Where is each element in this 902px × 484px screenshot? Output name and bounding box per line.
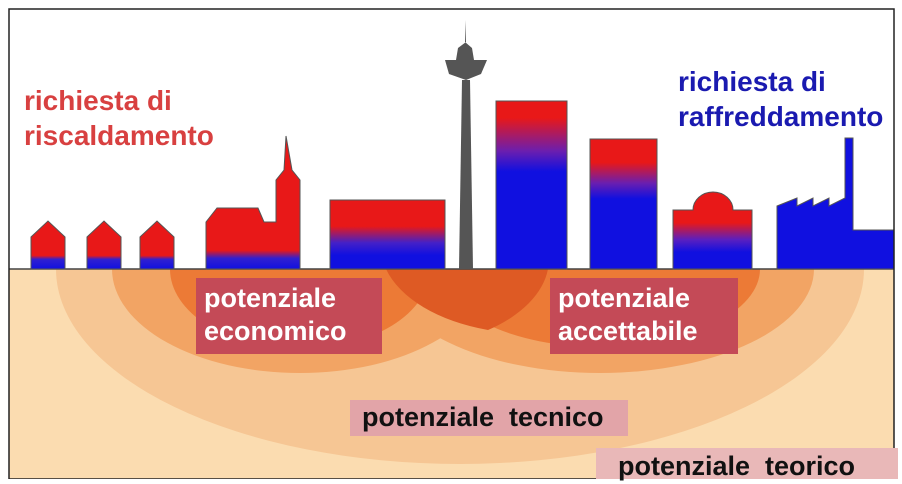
house-2 bbox=[86, 220, 122, 270]
frame-border bbox=[8, 8, 895, 479]
domed-building bbox=[672, 191, 753, 270]
tower-antenna bbox=[456, 20, 474, 60]
tower-head bbox=[445, 60, 487, 80]
acceptable-label-line-1: potenziale bbox=[558, 283, 691, 313]
factory bbox=[776, 137, 894, 270]
heating-demand-label: richiesta di riscaldamento bbox=[24, 83, 214, 153]
economic-label-line-1: potenziale bbox=[204, 283, 337, 313]
low-building bbox=[329, 199, 446, 270]
acceptable-label-line-2: accettabile bbox=[558, 316, 698, 346]
tall-building bbox=[495, 100, 568, 270]
economic-label-line-2: economico bbox=[204, 316, 347, 346]
cooling-label-line-1: richiesta di bbox=[678, 66, 826, 97]
heating-label-line-2: riscaldamento bbox=[24, 120, 214, 151]
economic-potential-label: potenziale economico bbox=[196, 278, 382, 354]
acceptable-potential-label: potenziale accettabile bbox=[550, 278, 738, 354]
house-3 bbox=[139, 220, 175, 270]
heating-label-line-1: richiesta di bbox=[24, 85, 172, 116]
technical-potential-label: potenziale tecnico bbox=[350, 400, 628, 436]
cooling-demand-label: richiesta di raffreddamento bbox=[678, 64, 883, 134]
overlap-zone bbox=[386, 269, 548, 330]
church bbox=[205, 135, 301, 270]
theoretical-potential-label: potenziale teorico bbox=[596, 448, 898, 481]
tower-shaft bbox=[459, 80, 473, 269]
cooling-label-line-2: raffreddamento bbox=[678, 101, 884, 132]
medium-building bbox=[589, 138, 658, 270]
house-1 bbox=[30, 220, 66, 270]
